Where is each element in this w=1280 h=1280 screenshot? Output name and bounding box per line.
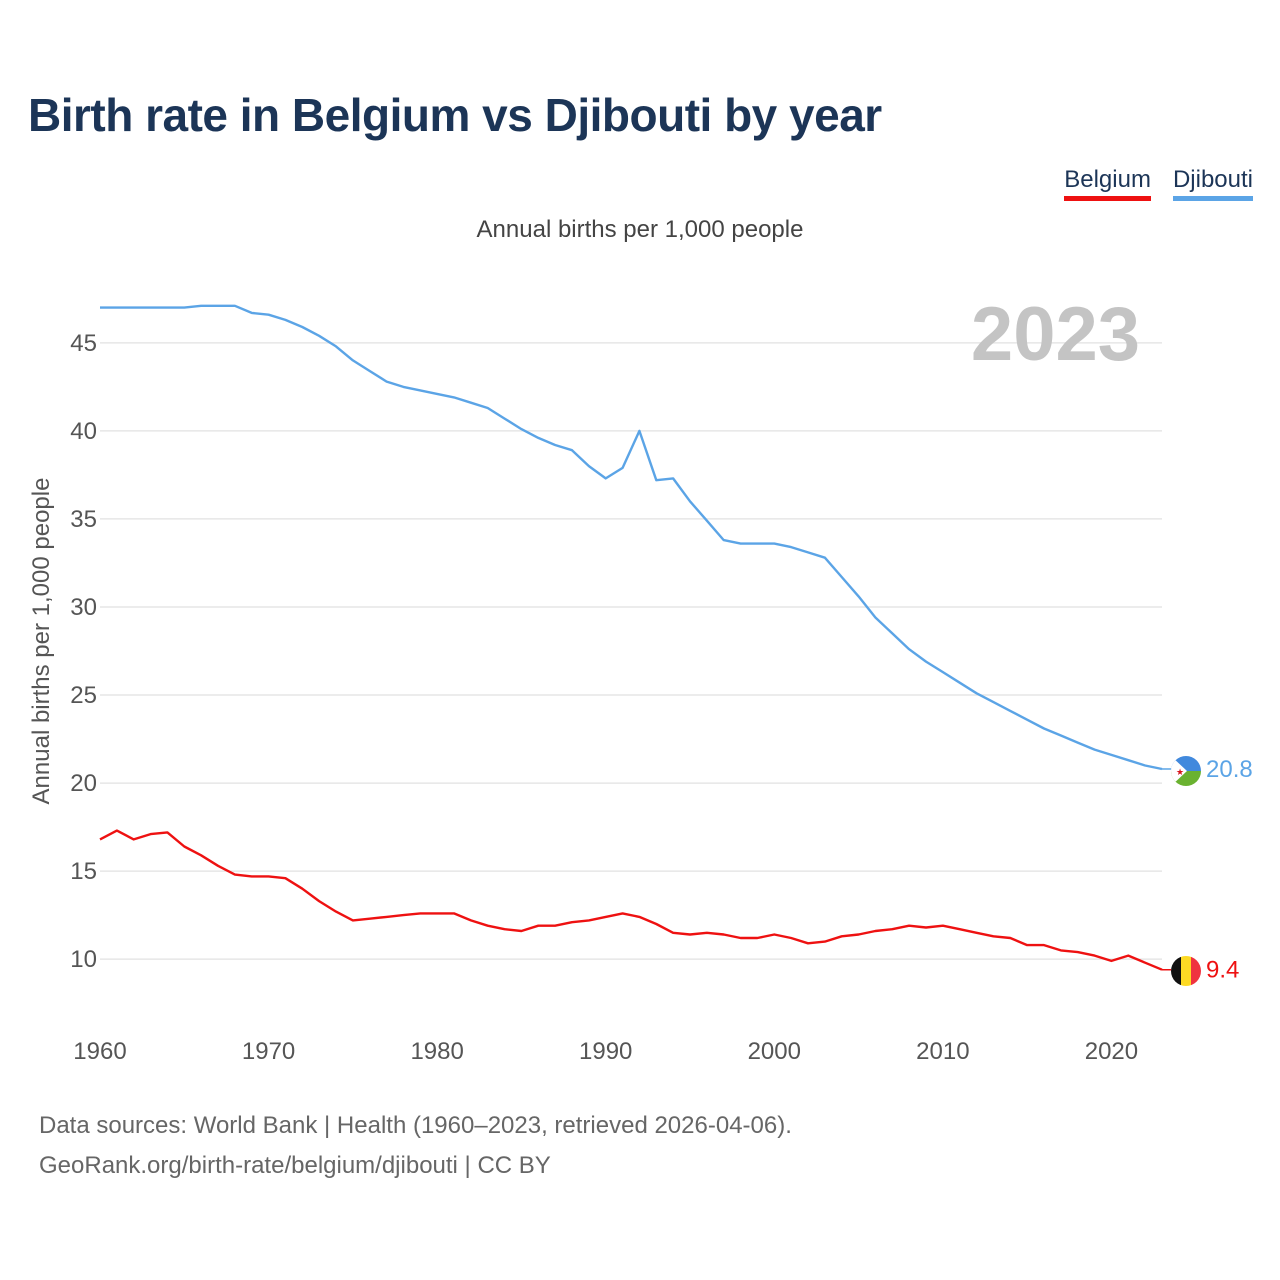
- legend-item-djibouti[interactable]: Djibouti: [1172, 166, 1253, 201]
- x-tick-label: 1990: [579, 1038, 632, 1065]
- x-tick-label: 2020: [1085, 1038, 1138, 1065]
- x-tick-label: 1970: [242, 1038, 295, 1065]
- y-tick-label: 35: [70, 506, 97, 533]
- y-tick-label: 30: [70, 594, 97, 621]
- end-value-label-belgium: 9.4: [1206, 957, 1239, 984]
- y-tick-label: 40: [70, 418, 97, 445]
- y-tick-label: 10: [70, 946, 97, 973]
- series-line-djibouti: [100, 304, 1163, 771]
- chart-subtitle: Annual births per 1,000 people: [476, 216, 804, 243]
- x-tick-label: 1980: [410, 1038, 463, 1065]
- source-line-1: Data sources: World Bank | Health (1960–…: [39, 1112, 792, 1139]
- source-note: Data sources: World Bank | Health (1960–…: [39, 1106, 792, 1186]
- svg-text:★: ★: [1176, 767, 1184, 777]
- chart-title: Birth rate in Belgium vs Djibouti by yea…: [28, 89, 882, 141]
- y-tick-label: 45: [70, 330, 97, 357]
- end-value-label-djibouti: 20.8: [1206, 756, 1253, 783]
- y-tick-label: 15: [70, 858, 97, 885]
- belgium-flag-icon: [1171, 956, 1201, 986]
- source-link[interactable]: GeoRank.org/birth-rate/belgium/djibouti …: [39, 1152, 551, 1179]
- x-tick-label: 2000: [748, 1038, 801, 1065]
- y-axis-title: Annual births per 1,000 people: [28, 477, 55, 805]
- series-line-belgium: [99, 829, 1163, 971]
- y-tick-label: 20: [70, 770, 97, 797]
- x-tick-label: 2010: [916, 1038, 969, 1065]
- year-watermark: 2023: [971, 292, 1140, 377]
- djibouti-flag-icon: ★: [1171, 756, 1201, 786]
- y-tick-label: 25: [70, 682, 97, 709]
- legend: Belgium Djibouti: [1064, 166, 1253, 201]
- legend-item-belgium[interactable]: Belgium: [1064, 166, 1151, 201]
- x-tick-label: 1960: [73, 1038, 126, 1065]
